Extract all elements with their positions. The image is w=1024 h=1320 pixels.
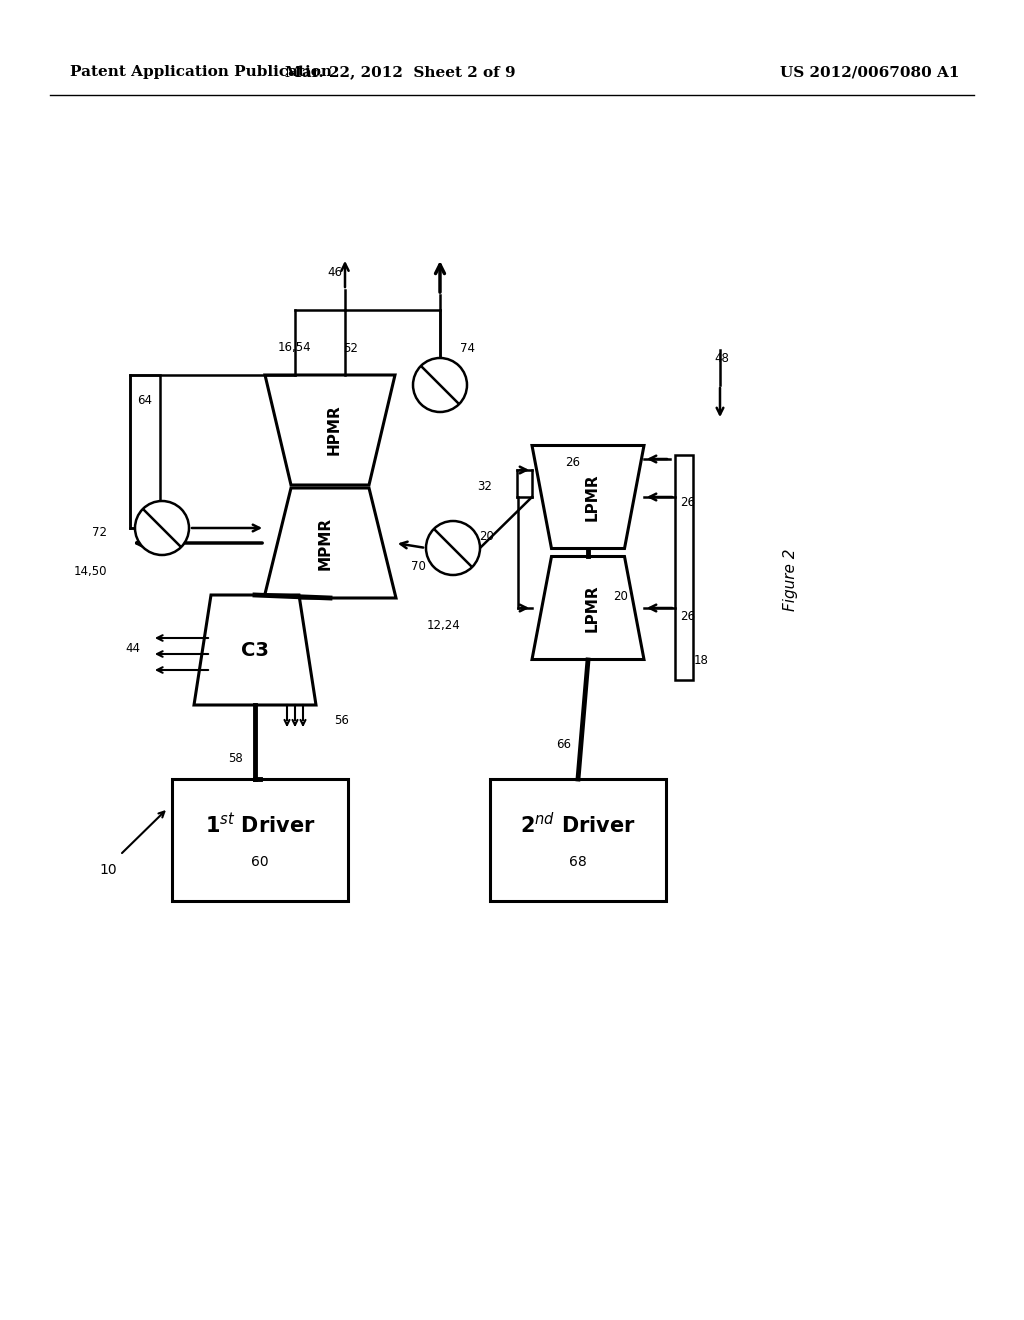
Text: LPMR: LPMR xyxy=(585,585,599,632)
Text: 48: 48 xyxy=(714,351,729,364)
Text: 20: 20 xyxy=(479,531,494,544)
Text: 20: 20 xyxy=(613,590,628,603)
Text: 58: 58 xyxy=(228,751,243,764)
Bar xyxy=(172,779,348,902)
Text: 64: 64 xyxy=(137,393,152,407)
Text: 26: 26 xyxy=(680,610,695,623)
Text: Patent Application Publication: Patent Application Publication xyxy=(70,65,332,79)
Bar xyxy=(130,375,160,528)
Circle shape xyxy=(413,358,467,412)
Text: 2$^{nd}$ Driver: 2$^{nd}$ Driver xyxy=(520,812,636,838)
Text: MPMR: MPMR xyxy=(317,516,333,569)
Text: C3: C3 xyxy=(241,640,269,660)
Circle shape xyxy=(426,521,480,576)
Text: 68: 68 xyxy=(569,855,587,869)
Text: 18: 18 xyxy=(694,653,709,667)
Text: 12,24: 12,24 xyxy=(426,619,460,631)
Text: 1$^{st}$ Driver: 1$^{st}$ Driver xyxy=(205,813,315,837)
Text: 32: 32 xyxy=(477,480,492,494)
Text: 14,50: 14,50 xyxy=(74,565,106,578)
Text: 74: 74 xyxy=(460,342,475,355)
Text: Mar. 22, 2012  Sheet 2 of 9: Mar. 22, 2012 Sheet 2 of 9 xyxy=(285,65,515,79)
Text: Figure 2: Figure 2 xyxy=(782,549,798,611)
Polygon shape xyxy=(265,375,395,484)
Text: 26: 26 xyxy=(565,455,580,469)
Polygon shape xyxy=(264,488,396,598)
Text: LPMR: LPMR xyxy=(585,473,599,521)
Text: 46: 46 xyxy=(327,265,342,279)
Text: 72: 72 xyxy=(92,525,106,539)
Text: 10: 10 xyxy=(99,863,117,876)
Text: 56: 56 xyxy=(334,714,349,726)
Text: 70: 70 xyxy=(411,561,426,573)
Text: 60: 60 xyxy=(251,855,269,869)
Polygon shape xyxy=(532,446,644,549)
Text: 26: 26 xyxy=(680,495,695,508)
Bar xyxy=(675,455,693,680)
Polygon shape xyxy=(194,595,316,705)
Text: 52: 52 xyxy=(343,342,357,355)
Polygon shape xyxy=(532,557,644,660)
Text: HPMR: HPMR xyxy=(327,405,341,455)
Text: US 2012/0067080 A1: US 2012/0067080 A1 xyxy=(780,65,961,79)
Text: 16,54: 16,54 xyxy=(278,342,311,355)
Bar xyxy=(490,779,666,902)
Text: 44: 44 xyxy=(125,642,140,655)
Text: 66: 66 xyxy=(556,738,571,751)
Circle shape xyxy=(135,502,189,554)
